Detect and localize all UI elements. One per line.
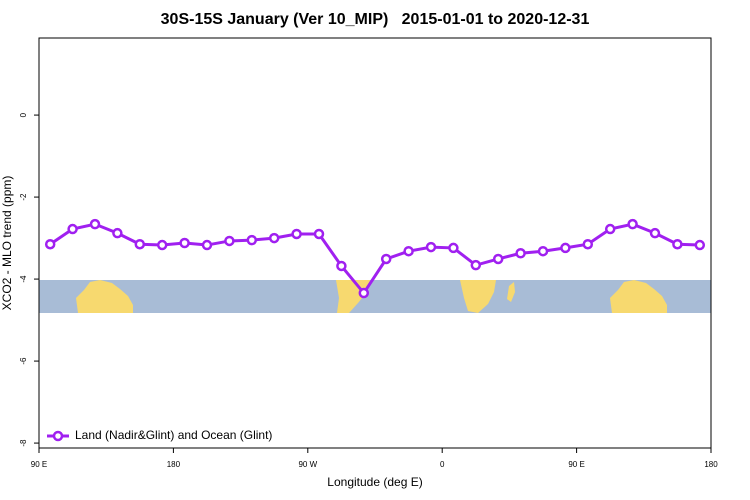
- data-point: [89, 218, 101, 230]
- data-point: [358, 287, 370, 299]
- legend-marker: [52, 430, 64, 442]
- y-tick-label: -4: [19, 275, 28, 283]
- land: [460, 280, 496, 313]
- x-tick-label: 180: [167, 460, 181, 469]
- x-tick-label: 90 E: [568, 460, 584, 469]
- data-point: [604, 223, 616, 235]
- land: [610, 280, 667, 313]
- data-point: [112, 227, 123, 239]
- data-point: [67, 223, 78, 235]
- y-tick-label: -2: [19, 193, 28, 201]
- data-point: [156, 239, 168, 251]
- data-point: [380, 253, 392, 265]
- data-point: [246, 234, 258, 246]
- data-point: [224, 235, 235, 247]
- data-point: [515, 248, 526, 259]
- data-point: [425, 241, 437, 253]
- y-tick-label: 0: [19, 112, 28, 117]
- legend-label: Land (Nadir&Glint) and Ocean (Glint): [75, 428, 272, 442]
- x-tick-label: 180: [704, 460, 718, 469]
- data-point: [537, 245, 549, 257]
- data-point: [492, 253, 504, 265]
- data-point: [560, 242, 571, 254]
- data-point: [201, 239, 213, 251]
- data-point: [649, 227, 661, 239]
- data-point: [44, 238, 56, 250]
- ocean: [39, 280, 711, 313]
- y-tick-label: -6: [19, 357, 28, 365]
- x-tick-label: 0: [440, 460, 445, 469]
- data-point: [627, 218, 638, 230]
- data-point: [336, 260, 347, 272]
- data-point: [470, 259, 482, 271]
- data-point: [448, 242, 459, 254]
- data-point: [582, 238, 594, 250]
- data-point: [694, 239, 706, 251]
- land: [76, 280, 133, 313]
- chart-title: 30S-15S January (Ver 10_MIP) 2015-01-01 …: [161, 11, 590, 28]
- data-point: [291, 228, 302, 240]
- data-point: [179, 237, 190, 249]
- y-tick-label: -8: [19, 439, 28, 447]
- y-axis-title: XCO2 - MLO trend (ppm): [0, 176, 14, 311]
- land: [507, 282, 515, 302]
- plot-frame: [38, 37, 712, 449]
- data-point: [672, 238, 683, 250]
- data-point: [313, 228, 325, 240]
- data-point: [403, 245, 414, 257]
- x-axis-title: Longitude (deg E): [327, 475, 422, 489]
- data-point: [134, 238, 146, 250]
- map-band: [39, 280, 711, 313]
- data-point: [268, 232, 280, 244]
- x-tick-label: 90 E: [31, 460, 47, 469]
- x-tick-label: 90 W: [298, 460, 317, 469]
